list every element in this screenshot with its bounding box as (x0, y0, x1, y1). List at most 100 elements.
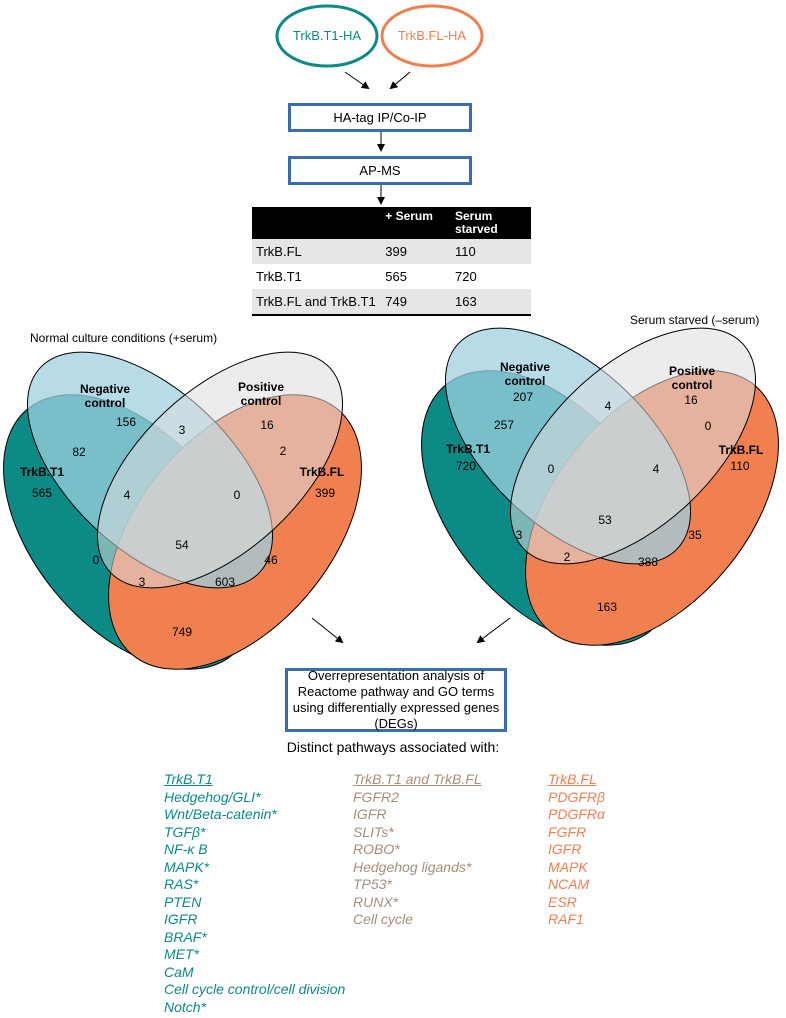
counts-table: + Serum Serum starved TrkB.FL 399 110 Trk… (252, 207, 531, 316)
venn-right-pos-only: 16 (684, 393, 698, 407)
list-item: MET* (164, 946, 199, 962)
list-item: CaM (164, 963, 194, 980)
ip-box: HA-tag IP/Co-IP (288, 103, 472, 132)
pathways-fl-header: TrkB.FL (548, 771, 597, 787)
list-item: TP53* (353, 876, 392, 892)
list-item: Hedgehog/GLI* (164, 788, 261, 805)
fl-ha-label: TrkB.FL-HA (397, 28, 467, 43)
list-item: NF-κ B (164, 841, 208, 857)
venn-left-t1-fl: 749 (171, 625, 193, 639)
table-row: TrkB.T1 565 720 (252, 264, 531, 289)
list-item: SLITs* (353, 823, 394, 840)
pathways-both-column: TrkB.T1 and TrkB.FL FGFR2 IGFR SLITs* RO… (353, 771, 482, 929)
venn-right-t1-fl-pos: 2 (563, 550, 571, 564)
arrow-left-venn-to-ora (311, 617, 344, 644)
row-serum: 399 (381, 239, 451, 264)
list-item: PTEN (164, 893, 202, 910)
venn-right-neg-fl: 35 (688, 528, 702, 542)
ora-box-text: Overrepresentation analysis of Reactome … (292, 668, 500, 731)
venn-right-t1-only: 720 (455, 459, 477, 473)
venn-right-pos-label: Positive control (668, 364, 716, 392)
venn-left-t1-only: 565 (31, 486, 53, 500)
row-name: TrkB.FL (252, 239, 382, 264)
list-item: Cell cycle control/cell division (164, 981, 346, 997)
list-item: PDGFRβ (548, 788, 605, 805)
counts-table-header: + Serum Serum starved (252, 207, 531, 239)
venn-right-neg-pos-fl: 4 (652, 462, 660, 476)
venn-right-neg-only: 207 (512, 390, 534, 404)
venn-left-t1-pos: 0 (92, 553, 100, 567)
list-item: PDGFRα (548, 806, 605, 822)
header-serum: + Serum (381, 207, 451, 239)
list-item: Hedgehog ligands* (353, 858, 472, 875)
row-name: TrkB.FL and TrkB.T1 (252, 289, 382, 316)
venn-right-neg-t1-pos: 0 (547, 462, 555, 476)
venn-right-pos-fl: 0 (704, 419, 712, 433)
venn-right-title: Serum starved (–serum) (630, 313, 760, 327)
fl-ha-ellipse (380, 4, 484, 68)
venn-left-neg-t1-pos: 4 (123, 488, 131, 502)
venn-left-neg-fl: 46 (264, 553, 278, 567)
venn-right-t1-pos: 3 (515, 528, 523, 542)
row-name: TrkB.T1 (256, 269, 302, 284)
arrow-t1-to-ip (344, 71, 370, 90)
table-row: TrkB.FL and TrkB.T1 749 163 (252, 289, 531, 316)
row-starved: 163 (450, 289, 531, 316)
list-item: BRAF* (164, 928, 207, 945)
pathways-fl-column: TrkB.FL PDGFRβ PDGFRα FGFR IGFR MAPK NCA… (548, 771, 605, 929)
venn-right-fl-only: 110 (730, 459, 750, 473)
arrow-fl-to-ip (389, 71, 411, 90)
list-item: FGFR (548, 823, 587, 840)
list-item: FGFR2 (353, 788, 399, 805)
list-item: ESR (548, 893, 577, 910)
venn-left-pos-fl: 2 (279, 444, 287, 458)
venn-right-t1-fl-neg: 388 (637, 555, 659, 569)
venn-left-neg-t1: 82 (72, 445, 86, 459)
venn-left (3, 351, 362, 670)
venn-left-pos-label: Positive control (237, 380, 285, 408)
list-item: RAF1 (548, 911, 584, 927)
venn-left-neg-label: Negative control (79, 382, 131, 410)
row-starved: 720 (454, 269, 477, 284)
list-item: IGFR (164, 911, 198, 927)
row-serum: 749 (381, 289, 451, 316)
venn-left-t1-fl-pos: 3 (138, 575, 146, 589)
venn-left-pos (96, 351, 344, 589)
venn-left-t1-fl-neg: 603 (214, 575, 236, 589)
list-item: Notch* (164, 998, 207, 1015)
venn-left-neg-pos: 3 (178, 423, 186, 437)
venn-left-title: Normal culture conditions (+serum) (30, 331, 218, 345)
arrow-right-venn-to-ora (476, 617, 511, 644)
venn-right (421, 327, 779, 646)
row-serum: 565 (385, 269, 407, 284)
venn-left-all: 54 (175, 538, 189, 552)
list-item: IGFR (353, 806, 387, 822)
list-item: RUNX* (353, 893, 399, 910)
header-starved: Serum starved (450, 207, 531, 239)
list-item: Cell cycle (353, 911, 413, 927)
pathways-t1-header: TrkB.T1 (164, 771, 213, 787)
distinct-title: Distinct pathways associated with: (286, 739, 500, 755)
list-item: IGFR (548, 841, 582, 857)
t1-ha-ellipse (275, 4, 379, 68)
ora-box: Overrepresentation analysis of Reactome … (285, 668, 507, 732)
venn-right-neg-pos: 4 (604, 399, 612, 413)
t1-ha-label: TrkB.T1-HA (292, 28, 362, 43)
header-empty (252, 207, 382, 239)
list-item: MAPK* (164, 858, 210, 875)
apms-box: AP-MS (288, 156, 472, 185)
list-item: RAS* (164, 876, 199, 892)
list-item: NCAM (548, 876, 590, 892)
venn-left-t1-label: TrkB.T1 (19, 465, 65, 479)
venn-left-fl-label: TrkB.FL (299, 465, 345, 479)
venn-left-neg-only: 156 (115, 415, 137, 429)
venn-right-all: 53 (598, 513, 612, 527)
list-item: ROBO* (353, 841, 400, 857)
venn-left-pos-only: 16 (260, 418, 274, 432)
venn-right-neg-t1: 257 (493, 418, 515, 432)
venn-right-fl-label: TrkB.FL (718, 443, 764, 457)
venn-right-t1-fl: 163 (596, 600, 618, 614)
pathways-t1-column: TrkB.T1 Hedgehog/GLI* Wnt/Beta-catenin* … (164, 771, 345, 1016)
pathways-both-header: TrkB.T1 and TrkB.FL (353, 771, 482, 787)
